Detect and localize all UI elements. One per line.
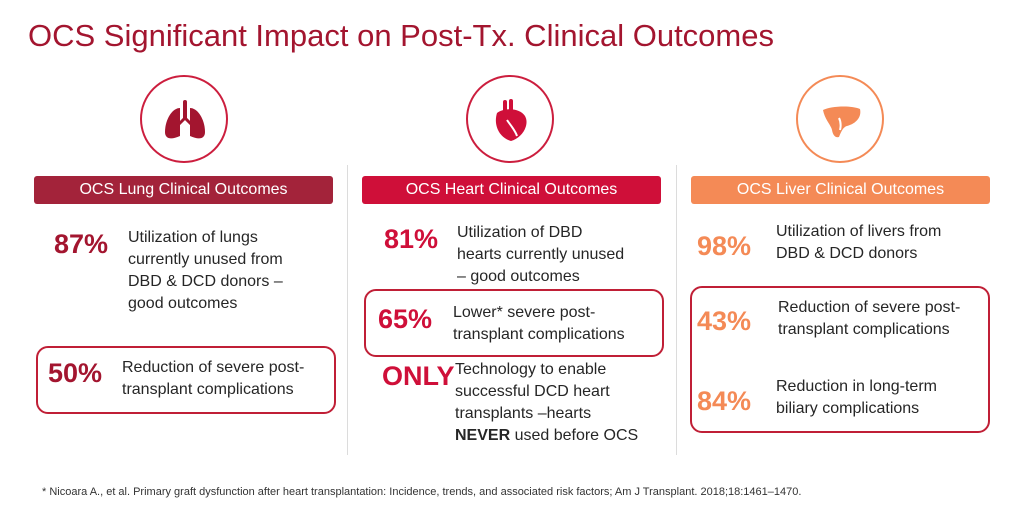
liver-biliary-desc: Reduction in long-term biliary complicat… (776, 378, 937, 417)
column-divider (347, 165, 348, 455)
liver-outcomes-banner: OCS Liver Clinical Outcomes (691, 176, 990, 204)
lungs-icon (165, 100, 205, 139)
heart-complications-desc: Lower* severe post- transplant complicat… (453, 304, 625, 343)
heart-icon (495, 99, 527, 141)
liver-complications-stat: 43% (697, 306, 752, 336)
page-title: OCS Significant Impact on Post-Tx. Clini… (28, 18, 774, 53)
lungs-icon-circle (140, 75, 228, 163)
heart-icon-circle (466, 75, 554, 163)
heart-utilization-desc: Utilization of DBD hearts currently unus… (457, 224, 625, 285)
lung-outcomes-banner: OCS Lung Clinical Outcomes (34, 176, 333, 204)
lung-utilization-desc: Utilization of lungs currently unused fr… (128, 229, 283, 312)
heart-only-desc: Technology to enable successful DCD hear… (455, 361, 639, 444)
liver-complications-desc: Reduction of severe post- transplant com… (778, 299, 961, 338)
lung-complications-stat: 50% (48, 358, 103, 388)
lung-complications-desc: Reduction of severe post- transplant com… (122, 359, 305, 398)
liver-icon (823, 106, 861, 138)
lung-complications-box (36, 346, 336, 414)
liver-utilization-desc: Utilization of livers from DBD & DCD don… (776, 223, 942, 262)
footnote: * Nicoara A., et al. Primary graft dysfu… (42, 486, 802, 498)
column-divider (676, 165, 677, 455)
lung-utilization-stat: 87% (54, 229, 109, 259)
heart-only-stat: ONLY (382, 361, 455, 391)
liver-utilization-stat: 98% (697, 231, 752, 261)
liver-icon-circle (796, 75, 884, 163)
heart-outcomes-banner: OCS Heart Clinical Outcomes (362, 176, 661, 204)
heart-complications-box (364, 289, 664, 357)
never-emphasis: NEVER (455, 427, 511, 444)
heart-utilization-stat: 81% (384, 224, 439, 254)
heart-complications-stat: 65% (378, 304, 433, 334)
liver-complications-box (690, 286, 990, 433)
liver-biliary-stat: 84% (697, 386, 752, 416)
